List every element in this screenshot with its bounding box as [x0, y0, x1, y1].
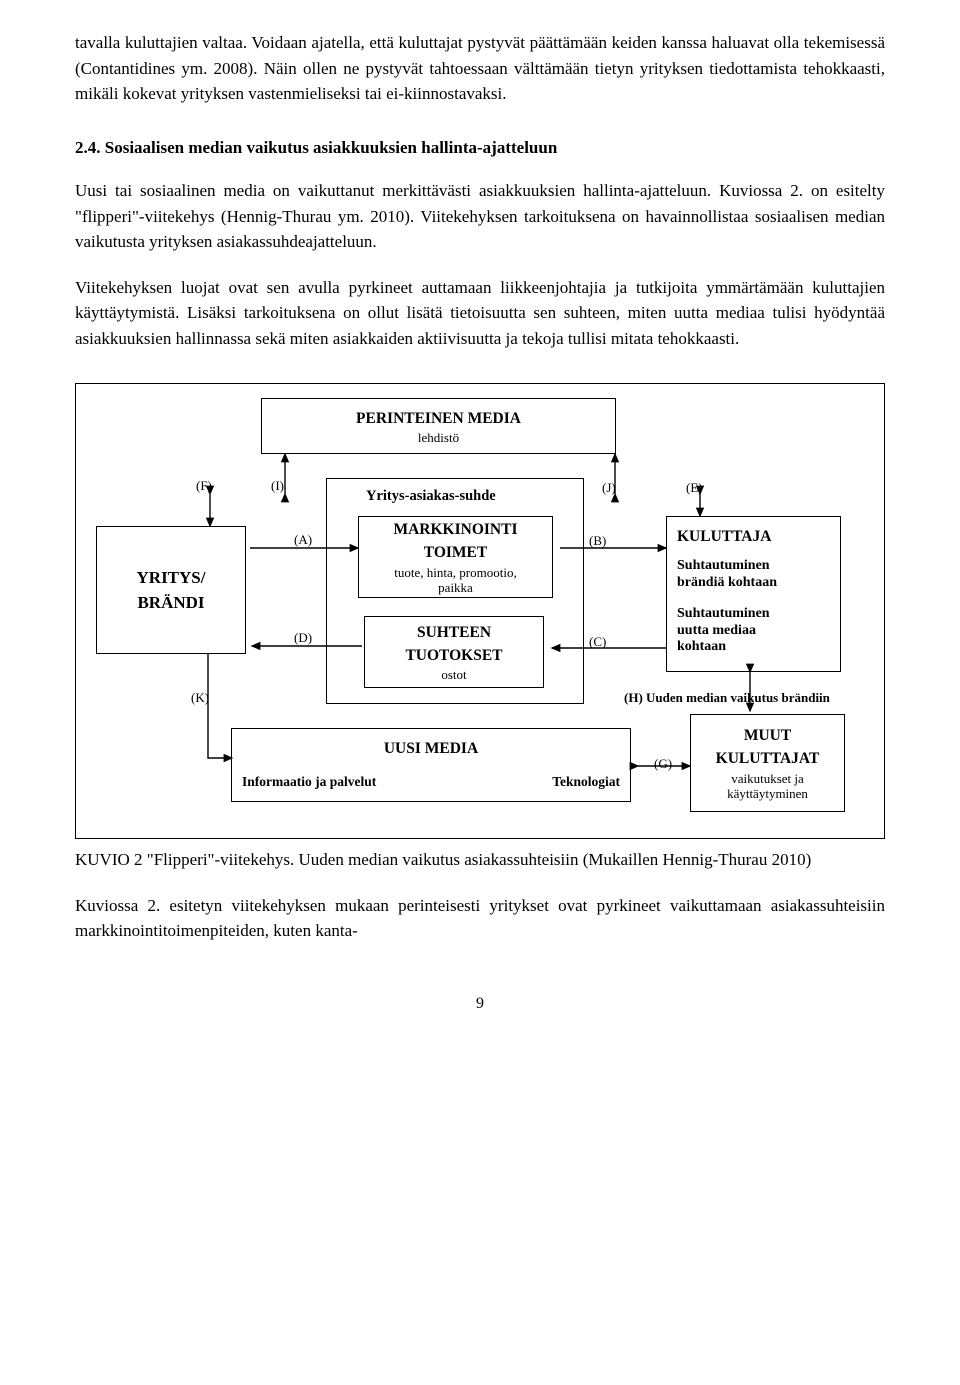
- box-title: KULUTTAJA: [677, 525, 771, 548]
- box-sub: vaikutukset ja käyttäytyminen: [727, 771, 808, 802]
- diagram-container: PERINTEINEN MEDIA lehdistö YRITYS/ BRÄND…: [75, 383, 885, 839]
- label-g: (G): [654, 754, 672, 774]
- paragraph-3: Viitekehyksen luojat ovat sen avulla pyr…: [75, 275, 885, 352]
- relation-frame: [326, 478, 584, 704]
- figure-caption: KUVIO 2 "Flipperi"-viitekehys. Uuden med…: [75, 847, 885, 873]
- label-i: (I): [271, 476, 284, 496]
- uusi-right: Teknologiat: [552, 772, 620, 792]
- label-f: (F): [196, 476, 212, 496]
- label-h: (H) Uuden median vaikutus brändiin: [624, 688, 830, 708]
- page-number: 9: [75, 992, 885, 1016]
- box-kuluttaja: KULUTTAJA Suhtautuminen brändiä kohtaan …: [666, 516, 841, 672]
- paragraph-1: tavalla kuluttajien valtaa. Voidaan ajat…: [75, 30, 885, 107]
- box-sub1: Suhtautuminen brändiä kohtaan: [677, 558, 777, 592]
- box-uusi-media: UUSI MEDIA Informaatio ja palvelut Tekno…: [231, 728, 631, 802]
- box-title: UUSI MEDIA: [384, 737, 478, 760]
- label-c: (C): [589, 632, 606, 652]
- label-a: (A): [294, 530, 312, 550]
- box-perinteinen-media: PERINTEINEN MEDIA lehdistö: [261, 398, 616, 454]
- label-k: (K): [191, 688, 209, 708]
- box-muut-kuluttajat: MUUT KULUTTAJAT vaikutukset ja käyttäyty…: [690, 714, 845, 812]
- flipperi-diagram: PERINTEINEN MEDIA lehdistö YRITYS/ BRÄND…: [96, 398, 864, 818]
- box-title: PERINTEINEN MEDIA: [356, 407, 521, 430]
- section-heading: 2.4. Sosiaalisen median vaikutus asiakku…: [75, 135, 885, 161]
- label-d: (D): [294, 628, 312, 648]
- box-yritys: YRITYS/ BRÄNDI: [96, 526, 246, 654]
- box-sub: lehdistö: [418, 430, 459, 446]
- paragraph-2: Uusi tai sosiaalinen media on vaikuttanu…: [75, 178, 885, 255]
- paragraph-4: Kuviossa 2. esitetyn viitekehyksen mukaa…: [75, 893, 885, 944]
- label-b: (B): [589, 531, 606, 551]
- label-j: (J): [602, 478, 616, 498]
- label-e: (E): [686, 478, 703, 498]
- box-title: MUUT KULUTTAJAT: [716, 724, 820, 771]
- box-sub2: Suhtautuminen uutta mediaa kohtaan: [677, 606, 770, 656]
- uusi-left: Informaatio ja palvelut: [242, 772, 376, 792]
